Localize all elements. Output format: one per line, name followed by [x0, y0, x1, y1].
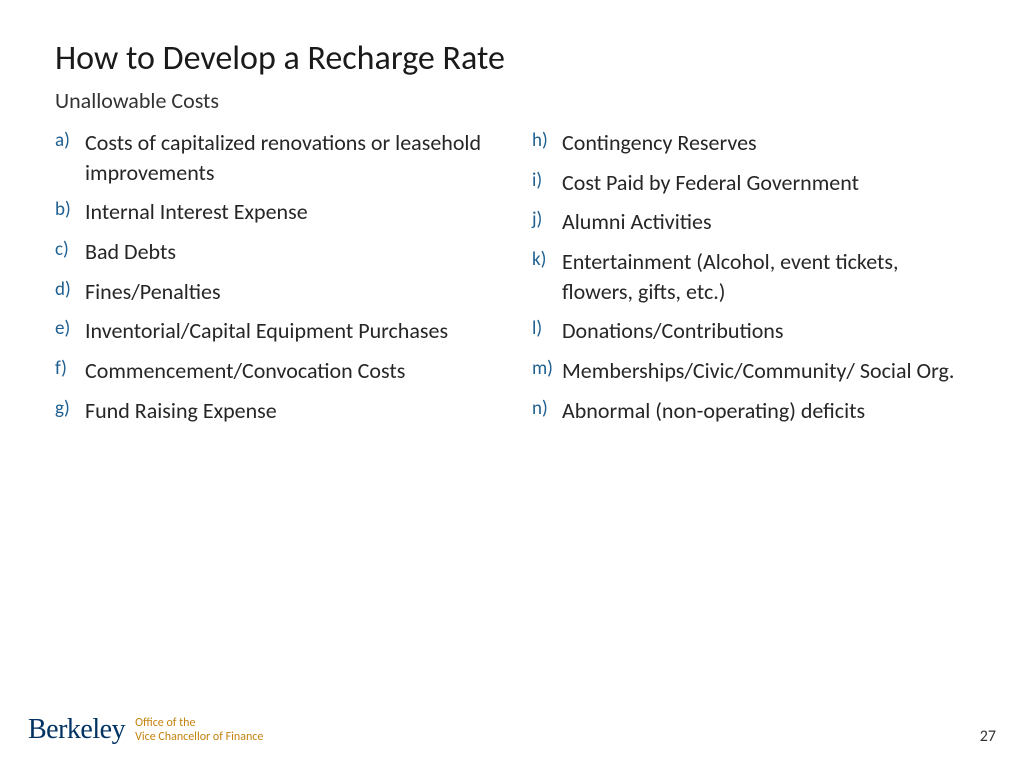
list-item: f)Commencement/Convocation Costs	[55, 356, 492, 386]
list-marker: m)	[532, 356, 562, 386]
list-text: Entertainment (Alcohol, event tickets, f…	[562, 247, 969, 306]
list-marker: h)	[532, 128, 562, 158]
content-columns: a)Costs of capitalized renovations or le…	[55, 128, 969, 436]
list-text: Costs of capitalized renovations or leas…	[85, 128, 492, 187]
office-line2: Vice Chancellor of Finance	[135, 730, 263, 744]
right-column: h)Contingency Reservesi)Cost Paid by Fed…	[532, 128, 969, 436]
list-marker: i)	[532, 168, 562, 198]
list-marker: e)	[55, 316, 85, 346]
list-marker: f)	[55, 356, 85, 386]
list-marker: a)	[55, 128, 85, 187]
list-item: l)Donations/Contributions	[532, 316, 969, 346]
list-item: g)Fund Raising Expense	[55, 396, 492, 426]
berkeley-logo: Berkeley	[28, 714, 125, 746]
slide-footer: Berkeley Office of the Vice Chancellor o…	[28, 714, 996, 746]
list-marker: n)	[532, 396, 562, 426]
list-marker: b)	[55, 197, 85, 227]
slide-subtitle: Unallowable Costs	[55, 87, 969, 114]
list-item: c)Bad Debts	[55, 237, 492, 267]
page-number: 27	[980, 727, 996, 746]
list-item: m)Memberships/Civic/Community/ Social Or…	[532, 356, 969, 386]
list-item: n)Abnormal (non-operating) deficits	[532, 396, 969, 426]
list-marker: d)	[55, 277, 85, 307]
list-item: b)Internal Interest Expense	[55, 197, 492, 227]
office-text: Office of the Vice Chancellor of Finance	[135, 716, 263, 745]
list-text: Commencement/Convocation Costs	[85, 356, 405, 386]
list-marker: k)	[532, 247, 562, 306]
list-item: a)Costs of capitalized renovations or le…	[55, 128, 492, 187]
list-marker: c)	[55, 237, 85, 267]
list-text: Bad Debts	[85, 237, 176, 267]
list-item: k)Entertainment (Alcohol, event tickets,…	[532, 247, 969, 306]
list-text: Internal Interest Expense	[85, 197, 308, 227]
list-text: Memberships/Civic/Community/ Social Org.	[562, 356, 954, 386]
slide-title: How to Develop a Recharge Rate	[55, 38, 969, 79]
logo-block: Berkeley Office of the Vice Chancellor o…	[28, 714, 263, 746]
list-item: j)Alumni Activities	[532, 207, 969, 237]
list-marker: g)	[55, 396, 85, 426]
list-marker: j)	[532, 207, 562, 237]
slide-container: How to Develop a Recharge Rate Unallowab…	[0, 0, 1024, 768]
list-text: Abnormal (non-operating) deficits	[562, 396, 865, 426]
list-text: Alumni Activities	[562, 207, 712, 237]
list-text: Inventorial/Capital Equipment Purchases	[85, 316, 448, 346]
office-line1: Office of the	[135, 716, 263, 730]
list-text: Fines/Penalties	[85, 277, 221, 307]
list-item: e)Inventorial/Capital Equipment Purchase…	[55, 316, 492, 346]
list-text: Fund Raising Expense	[85, 396, 277, 426]
left-column: a)Costs of capitalized renovations or le…	[55, 128, 492, 436]
list-text: Cost Paid by Federal Government	[562, 168, 859, 198]
list-item: h)Contingency Reserves	[532, 128, 969, 158]
list-marker: l)	[532, 316, 562, 346]
list-item: i)Cost Paid by Federal Government	[532, 168, 969, 198]
list-item: d)Fines/Penalties	[55, 277, 492, 307]
list-text: Contingency Reserves	[562, 128, 757, 158]
list-text: Donations/Contributions	[562, 316, 783, 346]
